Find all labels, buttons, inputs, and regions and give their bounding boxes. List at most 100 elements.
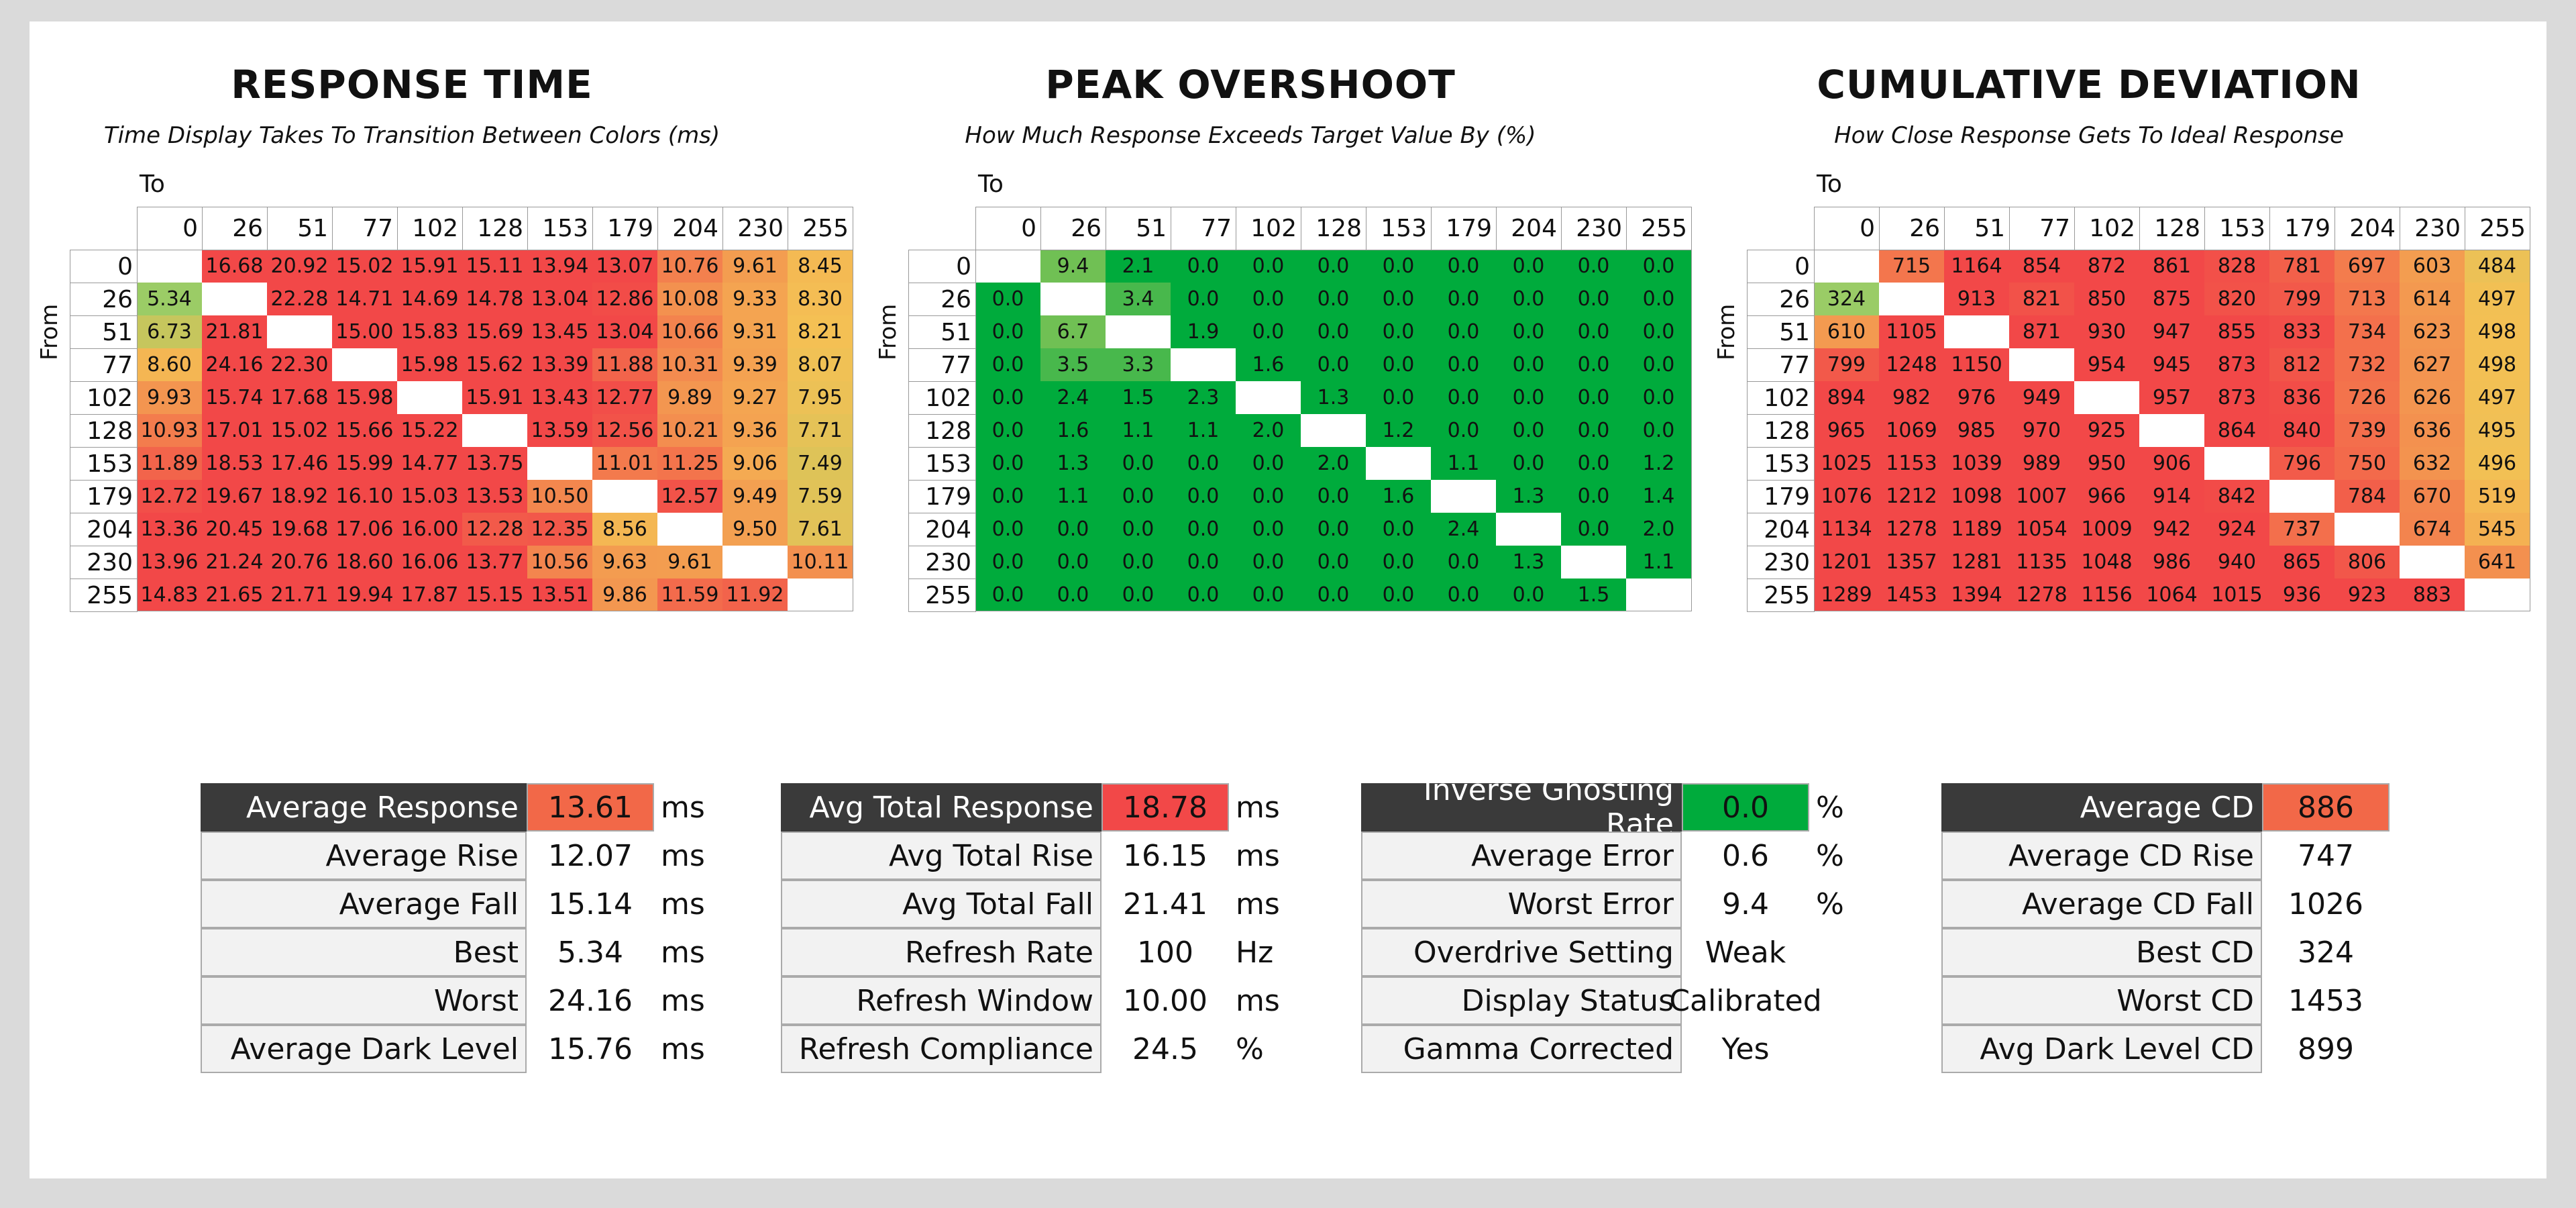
col-header: 153 — [2204, 207, 2270, 250]
heatmap-cell: 982 — [1879, 381, 1944, 414]
heatmap-cell: 0.0 — [1106, 480, 1171, 513]
heatmap-cell: 0.0 — [1496, 250, 1561, 283]
heatmap-cell: 1201 — [1814, 546, 1879, 578]
heatmap-cell-empty — [1626, 578, 1691, 611]
col-header: 128 — [462, 207, 528, 250]
row-header: 153 — [70, 447, 138, 481]
heatmap-cell: 3.4 — [1106, 283, 1171, 315]
heatmap-cell: 1153 — [1879, 447, 1944, 480]
stat-unit: % — [1816, 790, 1844, 825]
heatmap-cell: 796 — [2269, 447, 2334, 480]
stat-value: 12.07 — [548, 838, 633, 873]
heatmap-cell-empty — [657, 513, 722, 546]
heatmap-cell: 833 — [2269, 315, 2334, 348]
chart-subtitle-0: Time Display Takes To Transition Between… — [103, 122, 720, 149]
stat-label: Avg Total Rise — [781, 832, 1102, 880]
heatmap-cell-empty — [1171, 348, 1236, 381]
heatmap-cell: 2.3 — [1171, 381, 1236, 414]
heatmap-cell: 13.59 — [527, 414, 592, 447]
heatmap-cell: 18.92 — [267, 480, 332, 513]
heatmap-cell: 924 — [2204, 513, 2269, 546]
stat-value: 9.4 — [1722, 887, 1769, 921]
heatmap-cell: 799 — [2269, 283, 2334, 315]
heatmap-cell: 2.1 — [1106, 250, 1171, 283]
heatmap-cell: 10.11 — [788, 546, 853, 578]
heatmap-cell: 873 — [2204, 348, 2269, 381]
col-header: 51 — [267, 207, 333, 250]
col-header: 0 — [975, 207, 1041, 250]
heatmap-cell: 14.69 — [397, 283, 462, 315]
heatmap-cell: 17.68 — [267, 381, 332, 414]
heatmap-cell-empty — [202, 283, 267, 315]
heatmap-cell: 21.71 — [267, 578, 332, 611]
heatmap-cell: 715 — [1879, 250, 1944, 283]
row-header: 255 — [70, 578, 138, 612]
heatmap-cell-empty — [1106, 315, 1171, 348]
heatmap-cell: 0.0 — [1496, 447, 1561, 480]
heatmap-cell: 13.45 — [527, 315, 592, 348]
heatmap-cell: 0.0 — [975, 447, 1040, 480]
heatmap-cell: 9.06 — [722, 447, 788, 480]
col-header: 77 — [2009, 207, 2075, 250]
row-header: 179 — [70, 480, 138, 513]
col-header: 26 — [1879, 207, 1945, 250]
heatmap-cell: 940 — [2204, 546, 2269, 578]
col-header: 0 — [137, 207, 203, 250]
heatmap-cell: 850 — [2074, 283, 2139, 315]
heatmap-cell: 9.50 — [722, 513, 788, 546]
stat-label: Display Status — [1361, 976, 1682, 1025]
heatmap-cell: 1135 — [2009, 546, 2074, 578]
stat-value: 886 — [2262, 783, 2390, 832]
heatmap-cell-empty — [1301, 414, 1366, 447]
heatmap-cell: 9.63 — [592, 546, 657, 578]
heatmap-cell: 0.0 — [1236, 480, 1301, 513]
heatmap-cell-empty — [2074, 381, 2139, 414]
col-header: 179 — [592, 207, 658, 250]
heatmap-cell: 739 — [2334, 414, 2400, 447]
stat-label: Avg Dark Level CD — [1941, 1025, 2262, 1073]
heatmap-cell: 10.50 — [527, 480, 592, 513]
heatmap-cell: 16.00 — [397, 513, 462, 546]
y-axis-label-0: From — [36, 303, 63, 360]
heatmap-cell: 1278 — [2009, 578, 2074, 611]
x-axis-label-2: To — [1817, 170, 1842, 198]
heatmap-cell: 925 — [2074, 414, 2139, 447]
heatmap-cell-empty — [1366, 447, 1431, 480]
heatmap-cell: 9.61 — [722, 250, 788, 283]
heatmap-cell: 19.94 — [332, 578, 397, 611]
heatmap-cell: 1189 — [1944, 513, 2009, 546]
heatmap-cell: 0.0 — [975, 414, 1040, 447]
heatmap-cell: 24.16 — [202, 348, 267, 381]
heatmap-cell: 13.43 — [527, 381, 592, 414]
stat-value: 13.61 — [527, 783, 654, 832]
heatmap-cell: 1.6 — [1040, 414, 1106, 447]
heatmap-cell: 1150 — [1944, 348, 2009, 381]
heatmap-cell: 15.22 — [397, 414, 462, 447]
row-header: 204 — [908, 513, 976, 546]
col-header: 255 — [788, 207, 853, 250]
heatmap-cell: 15.98 — [397, 348, 462, 381]
heatmap-cell: 0.0 — [1431, 348, 1496, 381]
row-header: 204 — [70, 513, 138, 546]
heatmap-cell: 1134 — [1814, 513, 1879, 546]
heatmap-cell: 883 — [2400, 578, 2465, 611]
row-header: 128 — [1747, 414, 1815, 448]
heatmap-cell: 1.9 — [1171, 315, 1236, 348]
heatmap-cell-empty — [2204, 447, 2269, 480]
row-header: 77 — [1747, 348, 1815, 382]
col-header: 51 — [1106, 207, 1171, 250]
row-header: 102 — [1747, 381, 1815, 415]
heatmap-cell: 0.0 — [1171, 578, 1236, 611]
row-header: 26 — [1747, 283, 1815, 316]
heatmap-cell: 20.92 — [267, 250, 332, 283]
stat-unit: ms — [661, 790, 705, 825]
row-header: 77 — [908, 348, 976, 382]
heatmap-frame-1 — [975, 250, 1692, 611]
heatmap-cell: 17.46 — [267, 447, 332, 480]
heatmap-cell: 0.0 — [1236, 546, 1301, 578]
heatmap-cell: 5.34 — [137, 283, 202, 315]
stat-value: 324 — [2298, 935, 2354, 970]
heatmap-cell: 9.61 — [657, 546, 722, 578]
stat-label: Refresh Compliance — [781, 1025, 1102, 1073]
row-header: 153 — [1747, 447, 1815, 481]
